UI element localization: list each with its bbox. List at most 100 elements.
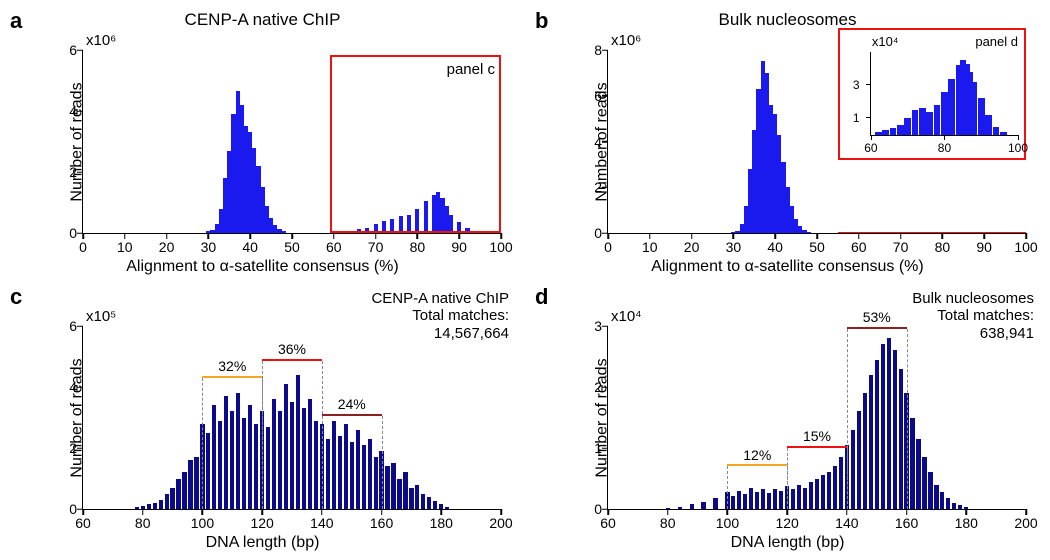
xtick-label: 90: [451, 239, 467, 255]
xtick-label: 20: [684, 239, 700, 255]
histogram-bar: [815, 479, 819, 510]
xtick-label: 100: [1014, 239, 1037, 255]
histogram-bar: [176, 479, 180, 510]
xtick-label: 80: [660, 515, 676, 531]
bracket-guideline: [787, 448, 789, 509]
inset-title: panel d: [975, 34, 1018, 49]
histogram-bar: [940, 492, 944, 509]
panel-a: a CENP-A native ChIP x10⁶ Number of read…: [10, 10, 515, 274]
bracket-line: [727, 464, 787, 466]
histogram-bar: [690, 504, 694, 509]
panel-b-xlabel: Alignment to α-satellite consensus (%): [651, 258, 923, 276]
xtick-label: 20: [159, 239, 175, 255]
xtick-label: 40: [242, 239, 258, 255]
histogram-bar: [421, 494, 425, 509]
histogram-bar: [964, 507, 968, 509]
histogram-bar: [445, 507, 449, 509]
histogram-bar: [439, 504, 443, 509]
histogram-bar: [242, 418, 246, 510]
xtick-label: 50: [809, 239, 825, 255]
histogram-bar: [141, 506, 145, 509]
xtick-label: 60: [600, 515, 616, 531]
histogram-bar: [254, 424, 258, 509]
histogram-bar: [374, 457, 378, 509]
panel-c-exp: x10⁵: [86, 308, 116, 325]
panel-d-exp: x10⁴: [611, 308, 642, 325]
ytick-mark: [77, 110, 83, 112]
histogram-bar: [910, 418, 914, 510]
histogram-bar: [165, 494, 169, 509]
histogram-bar: [308, 399, 312, 509]
inset-bar: [978, 98, 985, 134]
panel-letter-c: c: [10, 284, 22, 310]
histogram-bar: [282, 231, 286, 233]
inset-bar: [912, 110, 919, 135]
histogram-bar: [916, 439, 920, 509]
panel-d-sub1: Bulk nucleosomes: [912, 290, 1034, 307]
xtick-label: 10: [117, 239, 133, 255]
histogram-bar: [266, 427, 270, 509]
ytick-mark: [602, 386, 608, 388]
histogram-bar: [415, 485, 419, 509]
histogram-bar: [147, 504, 151, 509]
inset-bar: [904, 118, 911, 135]
panel-c-sub2: Total matches:: [371, 307, 509, 324]
bracket-guideline: [202, 378, 204, 509]
histogram-bar: [875, 360, 879, 509]
inset-xtick-label: 100: [1008, 141, 1028, 155]
bracket-line: [262, 359, 322, 361]
histogram-bar: [839, 457, 843, 509]
histogram-bar: [803, 488, 807, 509]
ytick-mark: [77, 171, 83, 173]
xtick-label: 100: [191, 515, 214, 531]
histogram-bar: [749, 488, 753, 509]
ytick-mark: [77, 386, 83, 388]
histogram-bar: [153, 503, 157, 509]
ytick-mark: [77, 232, 83, 234]
xtick-label: 70: [893, 239, 909, 255]
ytick-label: 6: [578, 88, 602, 104]
histogram-bar: [427, 497, 431, 509]
ytick-mark: [77, 325, 83, 327]
inset-xtick-mark: [871, 135, 872, 140]
panel-letter-b: b: [535, 8, 548, 34]
histogram-bar: [807, 232, 811, 233]
histogram-bar: [797, 485, 801, 509]
xtick-label: 200: [489, 515, 512, 531]
ytick-mark: [77, 508, 83, 510]
histogram-bar: [194, 457, 198, 509]
xtick-label: 30: [201, 239, 217, 255]
ytick-label: 2: [578, 379, 602, 395]
xtick-label: 60: [326, 239, 342, 255]
xtick-label: 160: [895, 515, 918, 531]
histogram-bar: [433, 501, 437, 509]
ytick-mark: [77, 49, 83, 51]
inset-callout-line: [838, 232, 1026, 233]
bracket-guideline: [322, 416, 324, 509]
histogram-bar: [397, 479, 401, 510]
xtick-label: 80: [410, 239, 426, 255]
histogram-bar: [236, 393, 240, 509]
xtick-label: 70: [368, 239, 384, 255]
histogram-bar: [206, 433, 210, 509]
histogram-bar: [302, 408, 306, 509]
histogram-bar: [767, 493, 771, 509]
histogram-bar: [368, 439, 372, 509]
panel-a-xlabel: Alignment to α-satellite consensus (%): [126, 258, 398, 276]
histogram-bar: [952, 503, 956, 509]
panel-c-sub1: CENP-A native ChIP: [371, 290, 509, 307]
histogram-bar: [159, 500, 163, 509]
xtick-label: 60: [75, 515, 91, 531]
histogram-bar: [403, 472, 407, 509]
ytick-mark: [602, 325, 608, 327]
inset-ytick-label: 1: [853, 111, 860, 125]
xtick-label: 80: [135, 515, 151, 531]
histogram-bar: [791, 489, 795, 509]
ytick-label: 0: [53, 501, 77, 517]
histogram-bar: [713, 498, 717, 509]
histogram-bar: [290, 402, 294, 509]
bracket-label: 12%: [743, 447, 771, 463]
histogram-bar: [731, 496, 735, 509]
inset-bar: [993, 127, 1000, 135]
xtick-label: 0: [604, 239, 612, 255]
